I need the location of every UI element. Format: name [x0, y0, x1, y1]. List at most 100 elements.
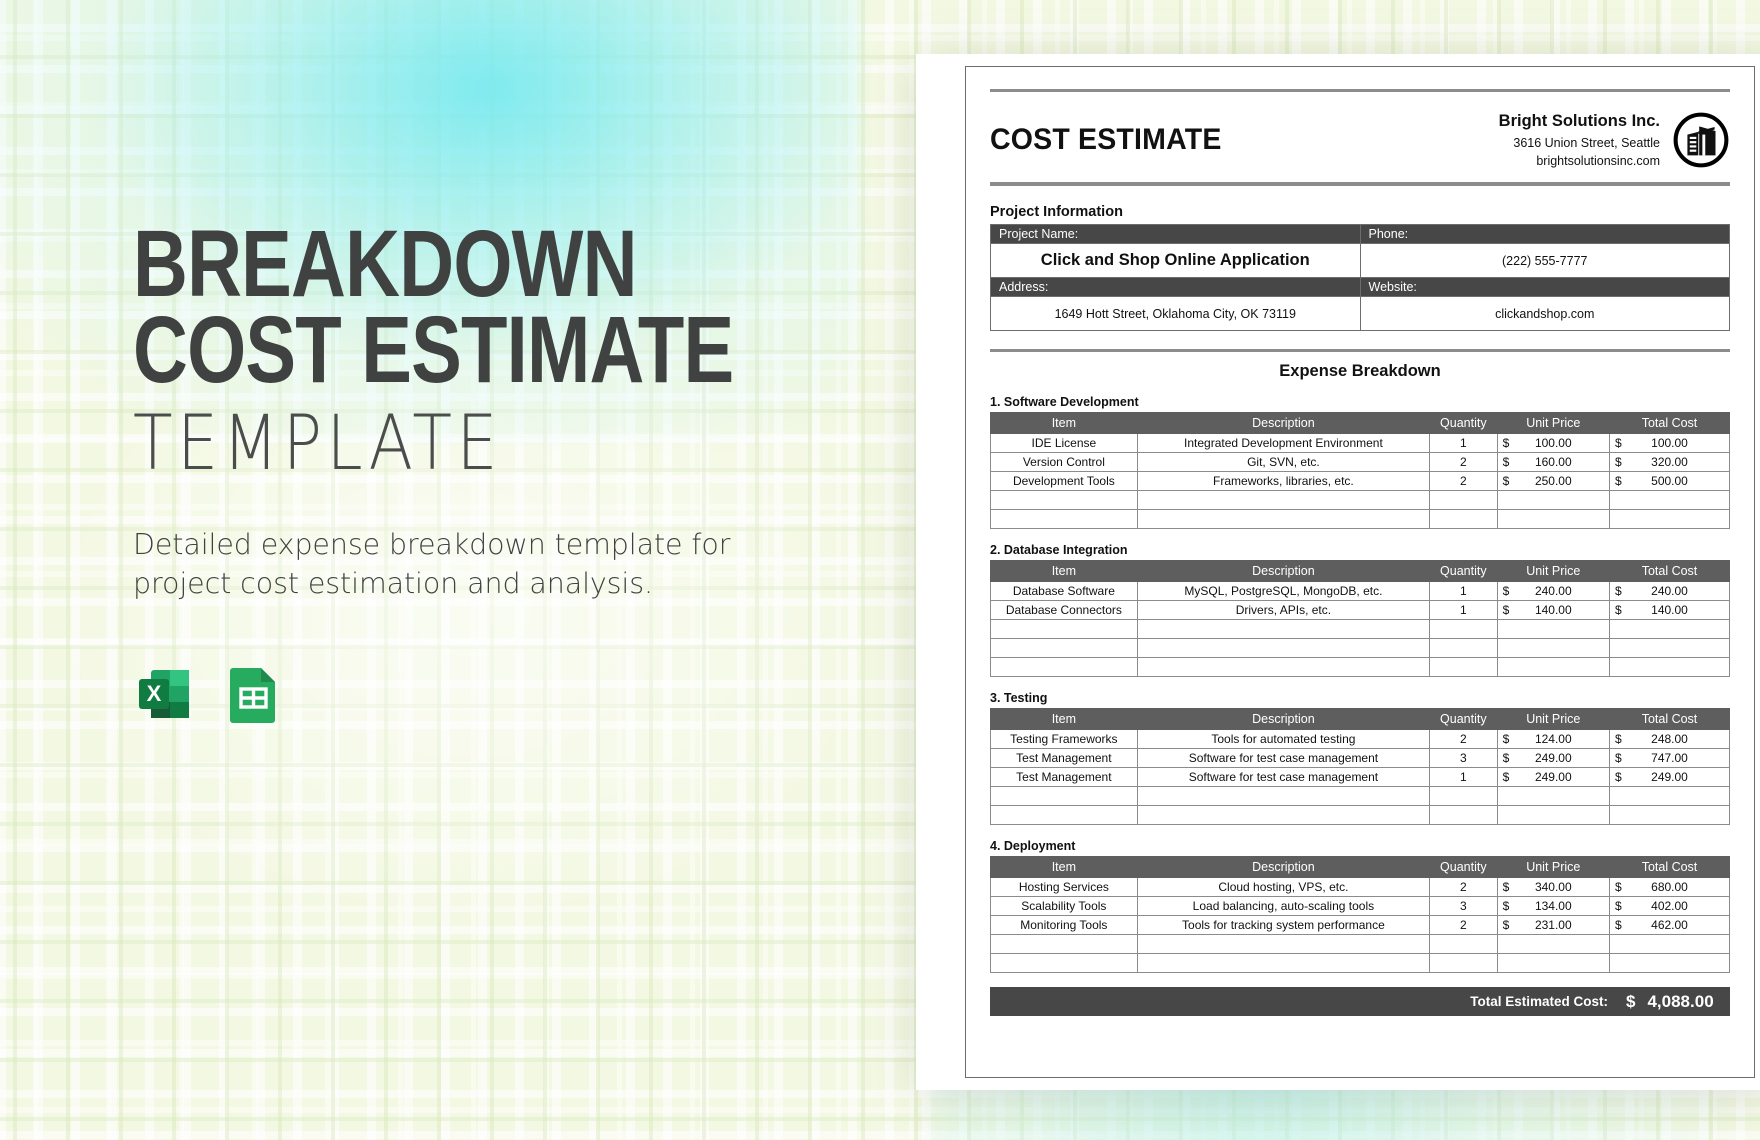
cell-item[interactable]: Monitoring Tools [990, 915, 1138, 936]
table-row[interactable]: Testing Frameworks Tools for automated te… [990, 729, 1730, 750]
cell-empty[interactable] [1609, 786, 1730, 807]
cell-empty[interactable] [1609, 657, 1730, 678]
phone-value[interactable]: (222) 555-7777 [1359, 243, 1730, 279]
cell-quantity[interactable]: 2 [1429, 877, 1498, 898]
table-row-empty[interactable] [990, 786, 1730, 807]
cell-total-cost[interactable]: $500.00 [1609, 471, 1730, 492]
cell-empty[interactable] [1496, 638, 1611, 659]
cell-quantity[interactable]: 3 [1429, 748, 1498, 769]
cell-description[interactable]: Software for test case management [1136, 748, 1431, 769]
cell-empty[interactable] [1496, 509, 1611, 530]
website-value[interactable]: clickandshop.com [1359, 296, 1730, 332]
cell-description[interactable]: Tools for tracking system performance [1136, 915, 1431, 936]
cell-quantity[interactable]: 1 [1429, 581, 1498, 602]
cell-empty[interactable] [1609, 619, 1730, 640]
cell-empty[interactable] [1136, 619, 1431, 640]
cell-empty[interactable] [1496, 619, 1611, 640]
cell-quantity[interactable]: 1 [1429, 600, 1498, 621]
cell-empty[interactable] [1429, 619, 1498, 640]
cell-empty[interactable] [990, 638, 1138, 659]
address-value[interactable]: 1649 Hott Street, Oklahoma City, OK 7311… [990, 296, 1361, 332]
table-row-empty[interactable] [990, 509, 1730, 530]
cell-quantity[interactable]: 2 [1429, 452, 1498, 473]
cell-empty[interactable] [990, 805, 1138, 826]
cell-unit-price[interactable]: $124.00 [1496, 729, 1611, 750]
cell-empty[interactable] [1496, 657, 1611, 678]
cell-unit-price[interactable]: $100.00 [1496, 433, 1611, 454]
cell-description[interactable]: Integrated Development Environment [1136, 433, 1431, 454]
cell-item[interactable]: Hosting Services [990, 877, 1138, 898]
table-row[interactable]: Version Control Git, SVN, etc. 2 $160.00 $32… [990, 452, 1730, 473]
table-row[interactable]: Monitoring Tools Tools for tracking syste… [990, 915, 1730, 936]
cell-empty[interactable] [990, 657, 1138, 678]
cell-item[interactable]: Test Management [990, 748, 1138, 769]
cell-empty[interactable] [990, 509, 1138, 530]
cell-description[interactable]: MySQL, PostgreSQL, MongoDB, etc. [1136, 581, 1431, 602]
cell-empty[interactable] [1429, 509, 1498, 530]
cell-quantity[interactable]: 2 [1429, 915, 1498, 936]
cell-total-cost[interactable]: $320.00 [1609, 452, 1730, 473]
cell-empty[interactable] [1496, 805, 1611, 826]
cell-empty[interactable] [1136, 509, 1431, 530]
cell-item[interactable]: Development Tools [990, 471, 1138, 492]
table-row[interactable]: Test Management Software for test case ma… [990, 748, 1730, 769]
cell-total-cost[interactable]: $249.00 [1609, 767, 1730, 788]
cell-empty[interactable] [1496, 934, 1611, 955]
cell-description[interactable]: Git, SVN, etc. [1136, 452, 1431, 473]
cell-item[interactable]: Test Management [990, 767, 1138, 788]
project-name-value[interactable]: Click and Shop Online Application [990, 243, 1361, 279]
cell-unit-price[interactable]: $340.00 [1496, 877, 1611, 898]
cell-description[interactable]: Software for test case management [1136, 767, 1431, 788]
cell-empty[interactable] [1429, 934, 1498, 955]
cell-empty[interactable] [990, 619, 1138, 640]
cell-empty[interactable] [1136, 934, 1431, 955]
cell-item[interactable]: Database Connectors [990, 600, 1138, 621]
cell-empty[interactable] [1496, 786, 1611, 807]
cell-empty[interactable] [1429, 490, 1498, 511]
table-row[interactable]: IDE License Integrated Development Enviro… [990, 433, 1730, 454]
cell-item[interactable]: Database Software [990, 581, 1138, 602]
cell-unit-price[interactable]: $240.00 [1496, 581, 1611, 602]
excel-icon[interactable]: X [133, 662, 197, 726]
cell-empty[interactable] [1609, 490, 1730, 511]
cell-quantity[interactable]: 1 [1429, 767, 1498, 788]
cell-unit-price[interactable]: $134.00 [1496, 896, 1611, 917]
cell-quantity[interactable]: 1 [1429, 433, 1498, 454]
cell-description[interactable]: Drivers, APIs, etc. [1136, 600, 1431, 621]
cell-empty[interactable] [1496, 490, 1611, 511]
table-row[interactable]: Scalability Tools Load balancing, auto-sc… [990, 896, 1730, 917]
cell-empty[interactable] [1136, 805, 1431, 826]
cell-total-cost[interactable]: $140.00 [1609, 600, 1730, 621]
cell-empty[interactable] [990, 786, 1138, 807]
cell-empty[interactable] [1429, 953, 1498, 974]
cell-unit-price[interactable]: $250.00 [1496, 471, 1611, 492]
table-row-empty[interactable] [990, 638, 1730, 659]
cell-description[interactable]: Frameworks, libraries, etc. [1136, 471, 1431, 492]
table-row[interactable]: Database Connectors Drivers, APIs, etc. 1 $… [990, 600, 1730, 621]
cell-empty[interactable] [1136, 786, 1431, 807]
cell-empty[interactable] [990, 490, 1138, 511]
table-row-empty[interactable] [990, 805, 1730, 826]
cell-empty[interactable] [1136, 657, 1431, 678]
cell-empty[interactable] [1609, 953, 1730, 974]
cell-item[interactable]: Version Control [990, 452, 1138, 473]
table-row-empty[interactable] [990, 619, 1730, 640]
cell-empty[interactable] [1429, 805, 1498, 826]
cell-unit-price[interactable]: $160.00 [1496, 452, 1611, 473]
cell-total-cost[interactable]: $680.00 [1609, 877, 1730, 898]
table-row-empty[interactable] [990, 657, 1730, 678]
cell-item[interactable]: Testing Frameworks [990, 729, 1138, 750]
cell-total-cost[interactable]: $240.00 [1609, 581, 1730, 602]
table-row[interactable]: Database Software MySQL, PostgreSQL, Mong… [990, 581, 1730, 602]
cell-empty[interactable] [1496, 953, 1611, 974]
google-sheets-icon[interactable] [221, 662, 285, 726]
cell-empty[interactable] [1609, 638, 1730, 659]
cell-empty[interactable] [1609, 805, 1730, 826]
table-row[interactable]: Development Tools Frameworks, libraries, … [990, 471, 1730, 492]
cell-empty[interactable] [1429, 786, 1498, 807]
cell-total-cost[interactable]: $462.00 [1609, 915, 1730, 936]
cell-description[interactable]: Cloud hosting, VPS, etc. [1136, 877, 1431, 898]
cell-description[interactable]: Tools for automated testing [1136, 729, 1431, 750]
table-row-empty[interactable] [990, 953, 1730, 974]
cell-empty[interactable] [1136, 490, 1431, 511]
